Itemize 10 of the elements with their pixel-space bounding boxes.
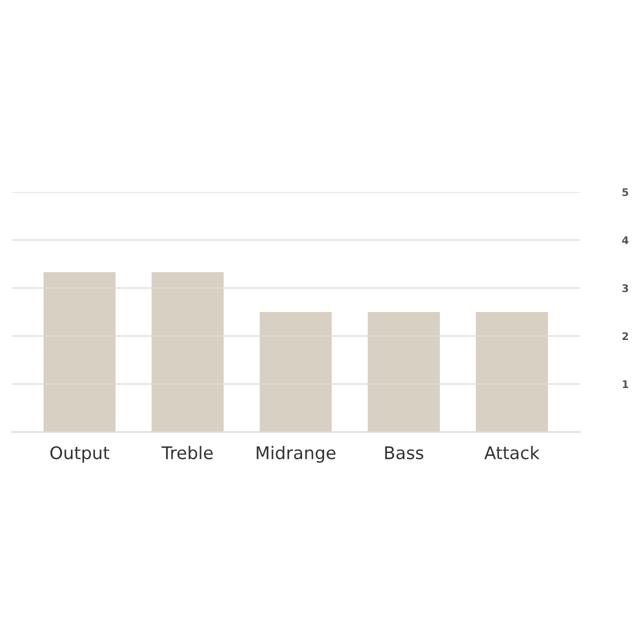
y-tick-label: 2 (622, 332, 628, 340)
x-tick-label: Treble (162, 446, 213, 460)
x-tick-label: Bass (385, 446, 424, 460)
x-tick-label: Midrange (256, 446, 336, 463)
x-tick-label: Output (50, 446, 110, 463)
y-tick-label: 4 (622, 236, 628, 244)
y-tick-label: 3 (622, 284, 628, 292)
y-tick-label: 5 (622, 188, 628, 196)
x-tick-label: Attack (484, 446, 540, 460)
y-tick-label: 1 (622, 380, 628, 388)
